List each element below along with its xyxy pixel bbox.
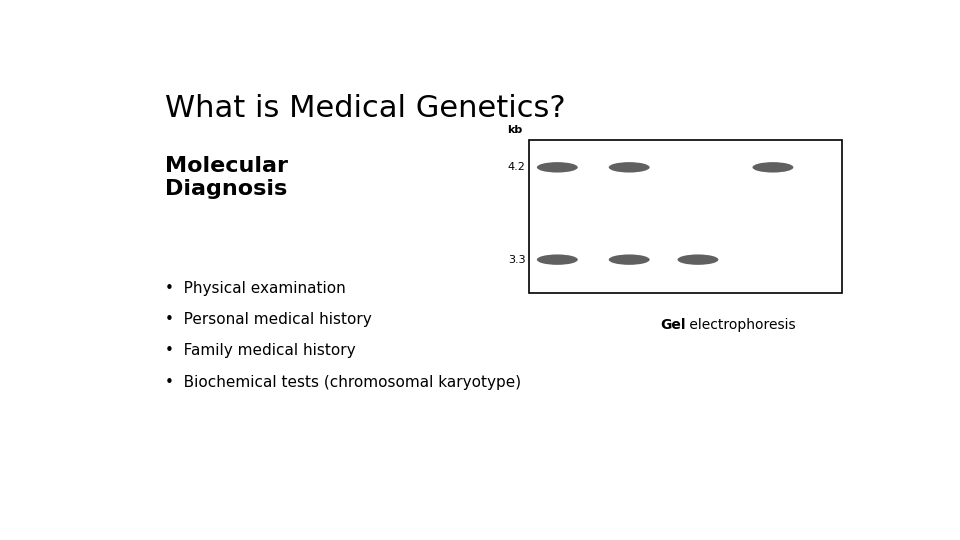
Text: •  Physical examination: • Physical examination — [165, 281, 346, 296]
Bar — [529, 140, 842, 294]
Text: Gel: Gel — [660, 319, 685, 333]
Ellipse shape — [609, 254, 650, 265]
Text: Molecular
Diagnosis: Molecular Diagnosis — [165, 156, 288, 199]
Ellipse shape — [753, 162, 793, 173]
Ellipse shape — [609, 162, 650, 173]
Ellipse shape — [537, 254, 578, 265]
Text: •  Biochemical tests (chromosomal karyotype): • Biochemical tests (chromosomal karyoty… — [165, 375, 520, 389]
Ellipse shape — [537, 162, 578, 173]
Text: 4.2: 4.2 — [508, 163, 525, 172]
Text: •  Family medical history: • Family medical history — [165, 343, 355, 359]
Ellipse shape — [678, 254, 718, 265]
Text: •  Personal medical history: • Personal medical history — [165, 312, 372, 327]
Text: electrophoresis: electrophoresis — [685, 319, 796, 333]
Text: 3.3: 3.3 — [508, 255, 525, 265]
Text: kb: kb — [507, 125, 522, 136]
Text: What is Medical Genetics?: What is Medical Genetics? — [165, 94, 565, 123]
